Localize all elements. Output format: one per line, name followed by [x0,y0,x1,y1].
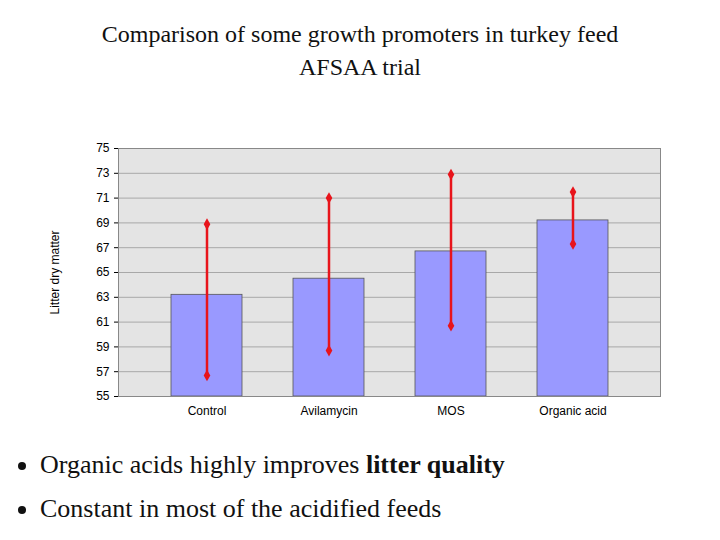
svg-text:59: 59 [96,340,110,354]
svg-text:69: 69 [96,216,110,230]
html-text:Comparison of some growth prom: Comparison of some growth promoters in t… [101,21,619,47]
svg-text:MOS: MOS [437,404,464,418]
svg-text:67: 67 [96,241,110,255]
svg-text:Avilamycin: Avilamycin [300,404,357,418]
html-text:Organic acids highly improves: Organic acids highly improves litter qua… [40,450,505,479]
svg-text:65: 65 [96,265,110,279]
svg-text:Control: Control [188,404,227,418]
svg-text:55: 55 [96,389,110,403]
svg-text:Organic acid: Organic acid [539,404,606,418]
svg-text:57: 57 [96,365,110,379]
svg-text:71: 71 [96,191,110,205]
svg-text:63: 63 [96,290,110,304]
svg-text:Litter dry matter: Litter dry matter [48,230,62,314]
svg-text:75: 75 [96,141,110,155]
html-text:Constant in most of the acidif: Constant in most of the acidified feeds [40,494,442,523]
svg-text:73: 73 [96,166,110,180]
html-text:AFSAA trial: AFSAA trial [299,54,421,80]
svg-text:61: 61 [96,315,110,329]
